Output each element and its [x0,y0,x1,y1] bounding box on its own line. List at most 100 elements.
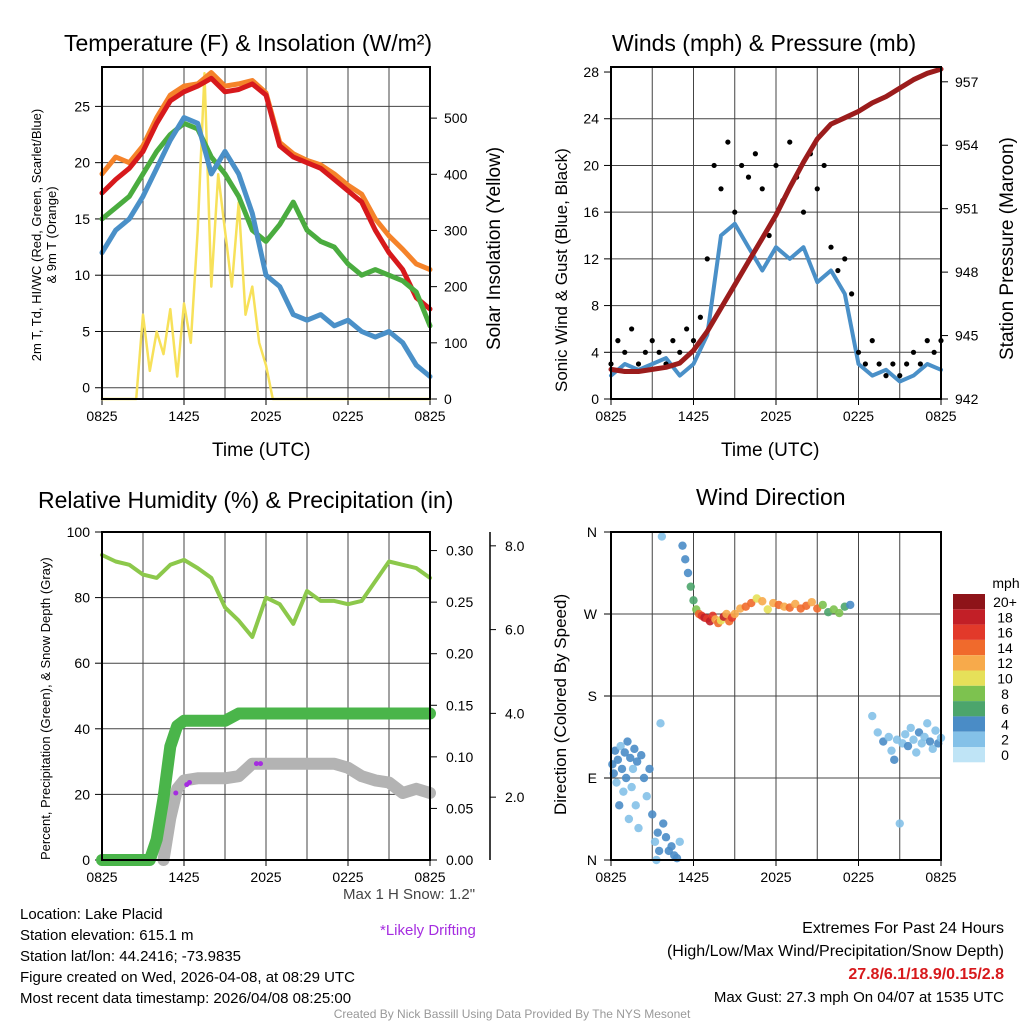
gust-point [697,314,703,320]
direction-point [621,773,631,783]
dir-xtick-label: 2025 [760,869,791,885]
direction-point [758,597,767,606]
gust-point [917,361,923,367]
dir-ytick-label: N [587,524,597,540]
dir-xtick-label: 0825 [595,869,626,885]
colorbar-label: 6 [1001,701,1009,717]
gust-point [773,162,779,169]
temp-ytick-label: 20 [74,155,90,171]
dir-ytick-label: S [588,688,597,704]
colorbar-swatch [953,731,985,747]
gust-point [656,349,662,355]
colorbar-label: 14 [997,640,1013,656]
direction-point [642,792,651,801]
series-line-windchill [99,115,433,379]
direction-point [612,778,621,787]
rh-y-label: Percent, Precipitation (Green), & Snow D… [38,557,53,860]
gust-point [684,326,690,332]
rh-xtick-label: 2025 [250,869,281,885]
direction-point [887,746,896,755]
colorbar-swatch [953,639,985,656]
dir-xtick-label: 1425 [678,869,709,885]
gust-point [931,349,937,355]
direction-point [639,773,649,783]
precip-axis-label: 0.15 [446,697,473,713]
gust-point [725,139,731,145]
temp-ytick-label: 15 [74,211,90,227]
snow-depth-line [157,757,436,866]
gust-point [862,361,868,367]
temp-xtick-label: 0825 [414,408,445,424]
wind-y2-label: Station Pressure (Maroon) [997,137,1018,360]
temp-plot-frame [101,66,431,400]
rh-xtick-label: 0225 [332,869,363,885]
direction-point [903,741,913,751]
temp-y-label: 2m T, Td, HI/WC (Red, Green, Scarlet/Blu… [29,85,59,385]
wind-xtick-label: 1425 [678,408,709,424]
direction-point [925,737,935,746]
colorbar-swatch [953,609,985,625]
gust-point [670,338,676,344]
gust-point [635,361,642,367]
colorbar-title: mph [992,575,1019,591]
gust-point [821,162,827,169]
wind-ytick-label: 0 [591,391,599,407]
direction-point [689,596,698,605]
colorbar-swatch [953,655,985,671]
direction-point [637,751,646,760]
drifting-point [258,761,264,767]
temp-y2-label: Solar Insolation (Yellow) [484,146,505,350]
temp-xtick-label: 2025 [250,408,281,424]
wind-ytick-label: 12 [583,251,599,267]
direction-point [634,823,643,833]
rh-xtick-label: 0825 [86,869,117,885]
dir-y-label: Direction (Colored By Speed) [551,593,570,815]
direction-point [653,828,662,837]
series-line-temp [99,75,433,312]
colorbar-label: 4 [1001,716,1009,732]
drifting-point [253,761,259,767]
direction-point [661,833,671,842]
colorbar-swatch [953,594,985,610]
wind-ytick-label: 8 [591,298,599,314]
temp-chart-title: Temperature (F) & Insolation (W/m²) [64,30,433,56]
direction-point [884,732,893,742]
wind-plot-frame [610,66,942,400]
gust-point [677,349,683,355]
gust-point [718,186,724,192]
rh-line [100,553,432,639]
snow-axis-label: 8.0 [505,538,525,554]
gust-point [800,209,807,215]
direction-point [631,801,640,810]
temp-y2tick-label: 400 [444,166,468,182]
direction-point [901,730,910,739]
latlon-text: Station lat/lon: 44.2416; -73.9835 [20,948,242,965]
gust-point [897,373,903,379]
direction-point [648,810,657,819]
gust-point [828,244,834,250]
rh-ytick-label: 20 [74,786,90,802]
colorbar-swatch [953,747,985,763]
direction-point [895,819,904,828]
station-info: Location: Lake Placid Station elevation:… [20,904,355,1009]
wind-ytick-label: 20 [583,157,599,173]
temp-y2tick-label: 500 [444,110,468,126]
wind-y2tick-label: 957 [955,74,979,90]
gust-point [649,338,655,344]
gust-point [842,256,848,262]
gust-point [642,349,648,355]
colorbar-label: 10 [997,671,1013,687]
dir-ytick-label: W [584,606,598,622]
rh-ytick-label: 0 [82,852,90,868]
gust-point [910,349,917,355]
precip-axis-label: 0.10 [446,749,473,765]
gust-point [711,162,717,169]
snow-axis-label: 2.0 [505,789,525,805]
gust-point [622,349,628,355]
wind-y2tick-label: 945 [955,328,979,344]
colorbar-label: 8 [1001,686,1009,702]
direction-point [615,801,624,810]
direction-point [645,764,654,774]
temp-ytick-label: 0 [82,380,90,396]
